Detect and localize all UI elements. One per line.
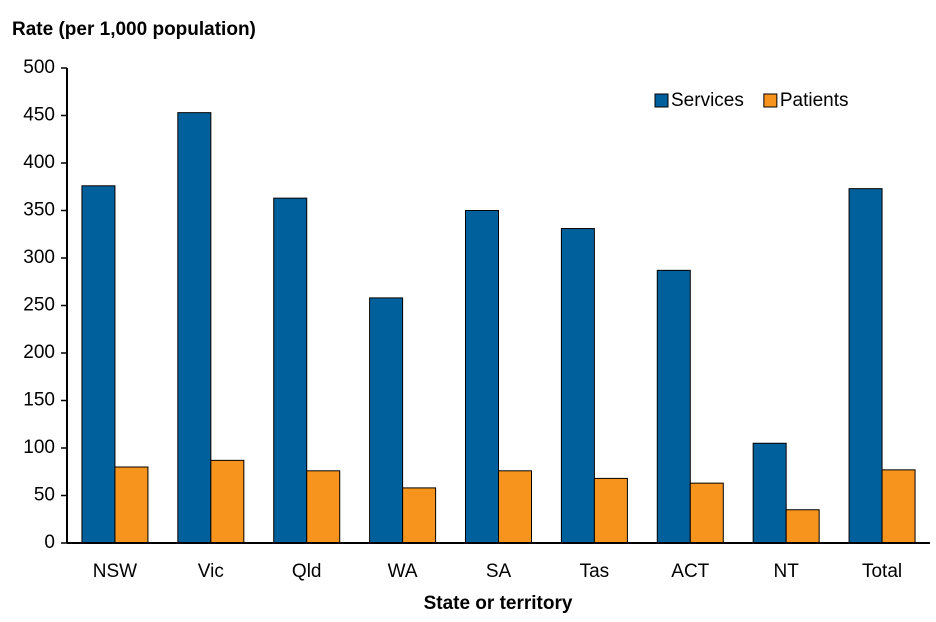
x-axis-label: State or territory: [424, 593, 573, 614]
legend-label: Patients: [780, 90, 849, 111]
x-tick-label: ACT: [671, 561, 709, 582]
y-tick-label: 450: [23, 105, 55, 126]
bar: [498, 470, 532, 544]
x-tick-label: Vic: [198, 561, 224, 582]
bar: [369, 297, 404, 544]
bar: [848, 188, 883, 544]
bar: [210, 459, 245, 544]
y-tick-label: 200: [23, 342, 55, 363]
y-tick-label: 50: [34, 485, 55, 506]
bar: [560, 228, 595, 544]
x-tick-label: WA: [388, 561, 418, 582]
y-tick-label: 100: [23, 437, 55, 458]
chart-title: Rate (per 1,000 population): [12, 19, 256, 40]
y-tick-label: 400: [23, 152, 55, 173]
bar: [177, 112, 212, 544]
y-tick-label: 300: [23, 247, 55, 268]
bar: [689, 482, 724, 544]
bar: [81, 185, 116, 544]
y-tick-label: 350: [23, 200, 55, 221]
bar: [593, 477, 628, 544]
x-tick-label: Tas: [580, 561, 610, 582]
y-tick-label: 500: [23, 57, 55, 78]
bar: [656, 269, 691, 544]
bar: [114, 466, 149, 544]
y-tick-label: 250: [23, 295, 55, 316]
x-tick-label: Total: [862, 561, 902, 582]
legend-swatch: [654, 93, 669, 108]
bar: [881, 469, 916, 544]
bar: [465, 210, 499, 544]
y-tick-label: 0: [44, 532, 55, 553]
bar: [402, 487, 437, 544]
bar: [785, 509, 820, 544]
x-tick-label: Qld: [292, 561, 322, 582]
bar: [306, 470, 341, 544]
bar: [752, 442, 787, 544]
y-tick-label: 150: [23, 390, 55, 411]
x-tick-label: NSW: [93, 561, 137, 582]
bar: [273, 197, 308, 544]
x-tick-label: SA: [486, 561, 512, 582]
x-tick-label: NT: [774, 561, 800, 582]
legend-label: Services: [671, 90, 744, 111]
legend-swatch: [763, 93, 778, 108]
